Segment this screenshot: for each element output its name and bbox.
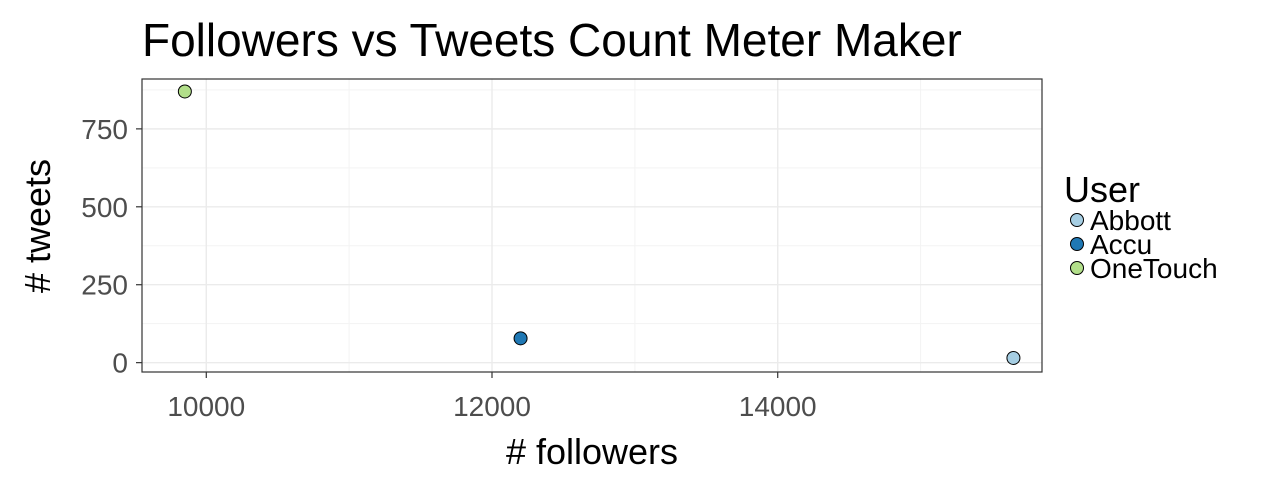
x-tick-label: 10000: [167, 391, 245, 422]
legend-key-onetouch: [1070, 261, 1084, 275]
data-point-abbott: [1006, 350, 1021, 365]
y-tick-label: 750: [81, 114, 128, 145]
legend-title: User: [1064, 169, 1140, 210]
x-axis: 10000 12000 14000: [167, 372, 817, 422]
x-tick-label: 12000: [453, 391, 531, 422]
legend-label-onetouch: OneTouch: [1090, 253, 1218, 284]
x-axis-title: # followers: [506, 431, 678, 472]
y-tick-label: 500: [81, 192, 128, 223]
y-axis-title: # tweets: [17, 159, 58, 293]
x-tick-label: 14000: [739, 391, 817, 422]
y-axis: 0 250 500 750: [81, 114, 142, 379]
legend-key-accu: [1070, 237, 1084, 251]
data-point-accu: [513, 331, 528, 346]
chart-title: Followers vs Tweets Count Meter Maker: [142, 14, 962, 66]
legend-label-abbott: Abbott: [1090, 205, 1171, 236]
legend-label-accu: Accu: [1090, 229, 1152, 260]
data-point-onetouch: [177, 84, 192, 99]
data-points: [177, 84, 1021, 365]
y-tick-label: 250: [81, 270, 128, 301]
grid: [142, 79, 1042, 372]
y-tick-label: 0: [112, 348, 128, 379]
plot-panel: [141, 78, 1043, 373]
legend-key-abbott: [1070, 213, 1084, 227]
